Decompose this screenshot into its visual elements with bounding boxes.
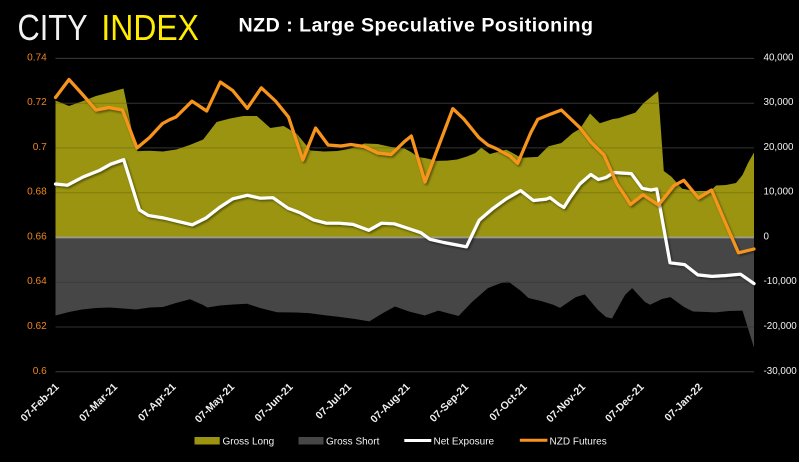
svg-text:0.68: 0.68 (27, 187, 47, 198)
svg-text:0: 0 (764, 232, 770, 243)
svg-text:Gross Long: Gross Long (223, 437, 275, 448)
svg-text:30,000: 30,000 (764, 97, 795, 108)
svg-text:INDEX: INDEX (101, 7, 199, 48)
svg-text:NZD Futures: NZD Futures (550, 437, 607, 448)
svg-text:10,000: 10,000 (764, 187, 795, 198)
svg-text:0.62: 0.62 (27, 321, 47, 332)
svg-text:Net Exposure: Net Exposure (434, 437, 495, 448)
svg-text:0.64: 0.64 (27, 276, 47, 287)
svg-text:-20,000: -20,000 (764, 321, 798, 332)
svg-text:0.66: 0.66 (27, 232, 47, 243)
svg-text:40,000: 40,000 (764, 52, 795, 63)
svg-text:Gross Short: Gross Short (326, 437, 380, 448)
svg-text:NZD : Large Speculative Positi: NZD : Large Speculative Positioning (239, 15, 594, 37)
svg-text:0.74: 0.74 (27, 52, 47, 63)
svg-text:20,000: 20,000 (764, 142, 795, 153)
svg-text:CITY: CITY (18, 7, 88, 48)
svg-text:-30,000: -30,000 (764, 366, 798, 377)
svg-text:-10,000: -10,000 (764, 276, 798, 287)
svg-text:0.72: 0.72 (27, 97, 47, 108)
svg-text:0.7: 0.7 (33, 142, 47, 153)
svg-text:0.6: 0.6 (33, 366, 47, 377)
